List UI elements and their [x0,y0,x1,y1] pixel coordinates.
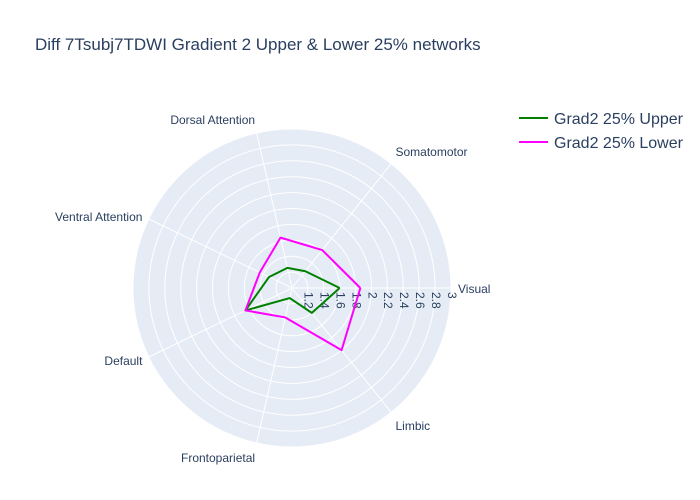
legend-item[interactable]: Grad2 25% Upper [519,111,684,128]
spoke-line [148,287,293,358]
spoke-line [256,132,293,289]
legend-label: Grad2 25% Lower [554,135,684,152]
radial-tick-label: 1.6 [334,292,348,309]
category-label: Dorsal Attention [170,113,255,127]
legend-item[interactable]: Grad2 25% Lower [519,135,684,152]
spoke-line [291,163,392,289]
radial-tick-label: 1.2 [302,292,316,309]
category-label: Somatomotor [396,145,468,159]
radial-tick-label: 2.6 [413,292,427,309]
category-label: Ventral Attention [55,210,142,224]
category-label: Default [104,354,143,368]
category-label: Frontoparietal [181,451,255,465]
chart-title: Diff 7Tsubj7TDWI Gradient 2 Upper & Lowe… [35,35,481,54]
radial-tick-label: 2.8 [429,292,443,309]
category-label: Limbic [396,419,431,433]
spoke-line [256,287,293,444]
radial-tick-label: 3 [445,292,459,299]
category-labels: Visual Somatomotor Dorsal Attention Ventral… [55,113,490,465]
legend[interactable]: Grad2 25% Upper Grad2 25% Lower [519,111,684,152]
spoke-line [148,218,293,289]
legend-label: Grad2 25% Upper [554,111,684,128]
series-lines [244,236,362,352]
category-label: Visual [458,282,490,296]
radial-tick-label: 2 [365,292,379,299]
radial-tick-label: 2.2 [381,292,395,309]
series-line [244,266,341,314]
radial-tick-label: 2.4 [397,292,411,309]
series-line [244,236,362,352]
